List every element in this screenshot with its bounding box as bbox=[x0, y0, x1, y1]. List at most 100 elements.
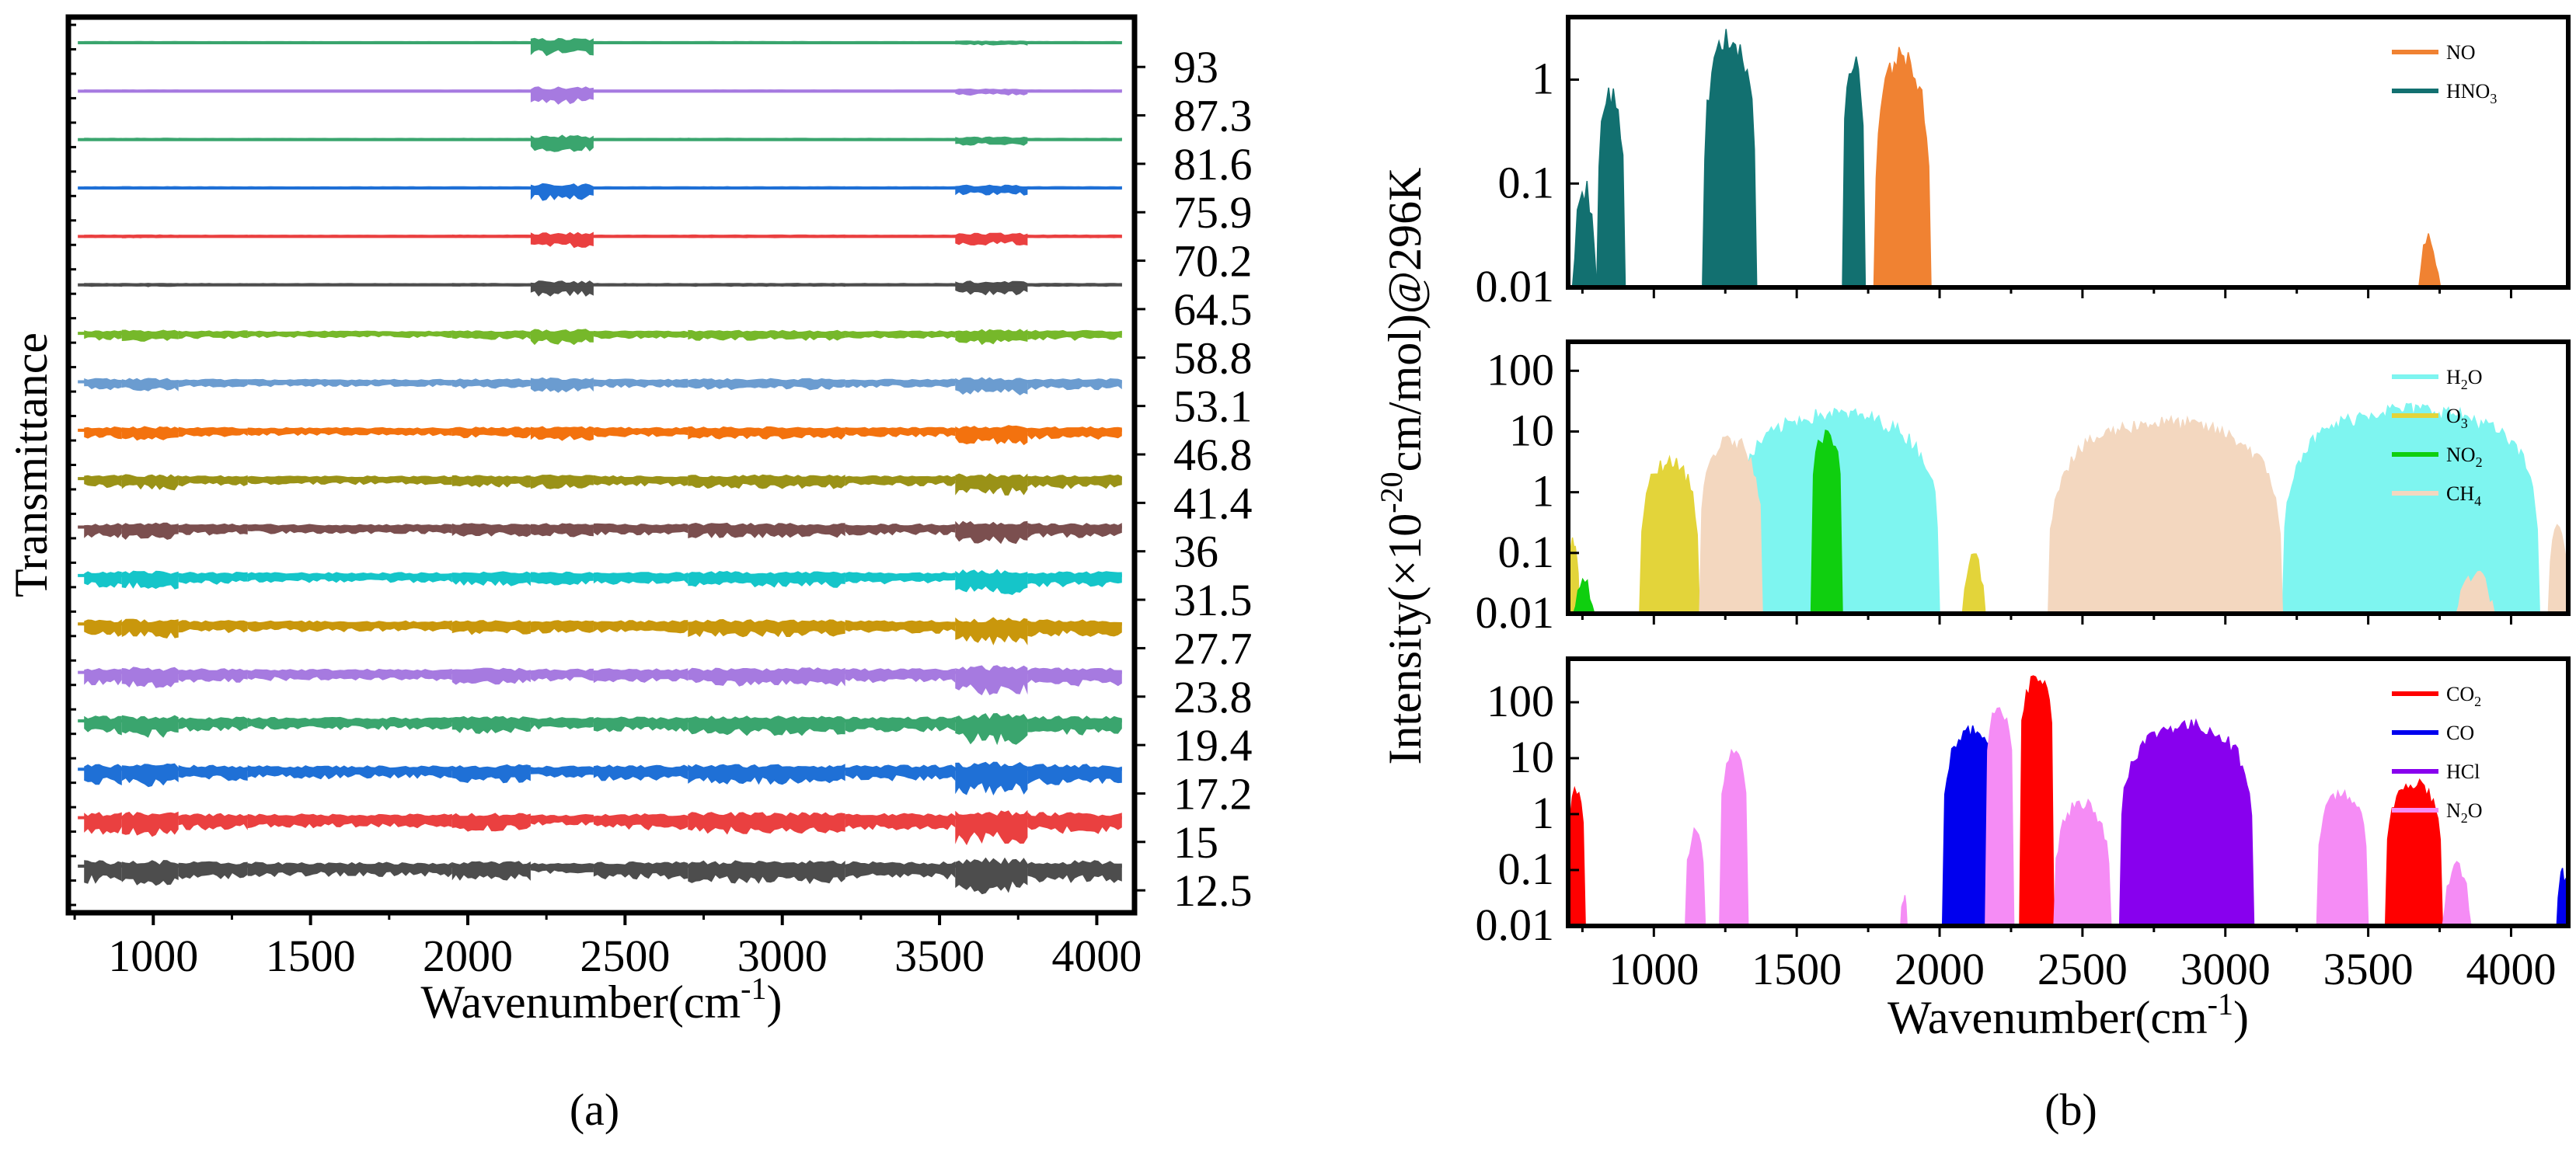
x-tick-label: 4000 bbox=[2466, 944, 2556, 994]
x-tick-label: 4000 bbox=[1051, 931, 1142, 981]
y-tick-label: 100 bbox=[1487, 676, 1554, 726]
series-label: 70.2 bbox=[1173, 236, 1253, 287]
x-tick-label: 3500 bbox=[894, 931, 985, 981]
band bbox=[2453, 570, 2498, 614]
legend-label: CH4 bbox=[2446, 482, 2481, 509]
x-tick-label: 2500 bbox=[580, 931, 670, 981]
transmittance-trace-70.2 bbox=[78, 231, 1122, 249]
x-tick-label: 3500 bbox=[2323, 944, 2414, 994]
transmittance-trace-19.4 bbox=[78, 713, 1122, 746]
intensity-subplot-1: 0.01 0.1 1 NO HNO3 bbox=[1476, 15, 2571, 311]
band bbox=[1899, 895, 1908, 927]
y-tick-label: 1 bbox=[1532, 54, 1554, 104]
series-label: 23.8 bbox=[1173, 672, 1253, 722]
transmittance-trace-17.2 bbox=[78, 761, 1122, 795]
series-label: 41.4 bbox=[1173, 478, 1253, 528]
x-tick-label: 1500 bbox=[1752, 944, 1842, 994]
transmittance-trace-12.5 bbox=[78, 857, 1122, 895]
series-label: 36 bbox=[1173, 527, 1218, 577]
legend-label: HCl bbox=[2446, 760, 2480, 783]
y-tick-label: 0.01 bbox=[1476, 587, 1555, 638]
band bbox=[1873, 47, 1932, 288]
series-label: 19.4 bbox=[1173, 720, 1253, 771]
y-axis-title: Transmittance bbox=[5, 332, 57, 597]
subplot-frame bbox=[1566, 15, 2571, 290]
transmittance-trace-15 bbox=[78, 809, 1122, 846]
panel-b-intensity-charts: 0.01 0.1 1 NO HNO3 0.01 0.1 1 10 100 H2O O3 NO2 CH4 0.… bbox=[1374, 15, 2571, 1043]
y-tick-label: 0.1 bbox=[1498, 844, 1555, 894]
band-series-ch4 bbox=[1699, 414, 2569, 614]
band bbox=[1719, 748, 1749, 927]
band bbox=[1842, 56, 1867, 288]
series-label: 75.9 bbox=[1173, 187, 1253, 238]
subplot-frame bbox=[1566, 656, 2571, 928]
legend-label: H2O bbox=[2446, 366, 2483, 392]
transmittance-trace-87.3 bbox=[78, 86, 1122, 105]
series-label: 58.8 bbox=[1173, 332, 1253, 383]
x-tick-label: 2500 bbox=[2037, 944, 2128, 994]
transmittance-trace-53.1 bbox=[78, 377, 1122, 395]
band bbox=[1985, 707, 2015, 927]
series-label: 15 bbox=[1173, 817, 1218, 868]
series-label: 53.1 bbox=[1173, 381, 1253, 432]
band bbox=[1639, 454, 1700, 614]
legend-label: N2O bbox=[2446, 799, 2483, 826]
band bbox=[2019, 675, 2055, 927]
band bbox=[2053, 798, 2112, 927]
transmittance-trace-41.4 bbox=[78, 473, 1122, 496]
y-tick-label: 10 bbox=[1509, 732, 1554, 782]
x-tick-label: 2000 bbox=[1895, 944, 1985, 994]
x-tick-label: 1500 bbox=[266, 931, 356, 981]
band-series-no2 bbox=[1570, 429, 1843, 614]
band bbox=[2414, 233, 2445, 288]
legend-label: HNO3 bbox=[2446, 80, 2497, 106]
band bbox=[2384, 778, 2443, 927]
y-tick-label: 0.01 bbox=[1476, 900, 1555, 950]
y-tick-label: 1 bbox=[1532, 466, 1554, 517]
series-label: 31.5 bbox=[1173, 575, 1253, 625]
transmittance-trace-46.8 bbox=[78, 425, 1122, 446]
legend-label: NO bbox=[2446, 41, 2476, 64]
y-tick-label: 1 bbox=[1532, 788, 1554, 838]
series-label: 27.7 bbox=[1173, 623, 1253, 673]
transmittance-trace-81.6 bbox=[78, 134, 1122, 152]
transmittance-trace-27.7 bbox=[78, 617, 1122, 646]
band-series-n2o bbox=[1685, 707, 2472, 927]
transmittance-trace-36 bbox=[78, 520, 1122, 545]
intensity-subplot-3: 0.01 0.1 1 10 100 CO2 CO HCl N2O bbox=[1476, 656, 2571, 950]
transmittance-trace-64.5 bbox=[78, 280, 1122, 297]
x-axis-title: Wavenumber(cm-1) bbox=[1888, 987, 2249, 1043]
band bbox=[1567, 785, 1586, 927]
series-label: 17.2 bbox=[1173, 768, 1253, 819]
x-tick-label: 1000 bbox=[108, 931, 198, 981]
series-label: 46.8 bbox=[1173, 430, 1253, 480]
x-tick-label: 3000 bbox=[737, 931, 828, 981]
series-label: 12.5 bbox=[1173, 865, 1253, 916]
band-series-co2 bbox=[1567, 675, 2443, 927]
transmittance-trace-75.9 bbox=[78, 183, 1122, 201]
y-tick-label: 100 bbox=[1487, 344, 1554, 395]
band-series-hcl bbox=[2118, 718, 2255, 927]
band bbox=[1810, 429, 1843, 614]
band bbox=[1596, 87, 1626, 288]
series-label: 81.6 bbox=[1173, 139, 1253, 190]
x-tick-label: 2000 bbox=[423, 931, 513, 981]
legend-label: O3 bbox=[2446, 405, 2468, 431]
transmittance-trace-23.8 bbox=[78, 665, 1122, 696]
series-label: 87.3 bbox=[1173, 91, 1253, 141]
band bbox=[1699, 435, 1763, 614]
x-axis-title: Wavenumber(cm-1) bbox=[421, 971, 783, 1028]
transmittance-trace-58.8 bbox=[78, 329, 1122, 346]
panel-b-caption: (b) bbox=[2044, 1084, 2097, 1135]
y-tick-label: 0.01 bbox=[1476, 261, 1555, 311]
y-tick-label: 0.1 bbox=[1498, 527, 1555, 577]
band bbox=[2048, 414, 2284, 614]
panel-a-transmittance-chart: 9387.381.675.970.264.558.853.146.841.436… bbox=[5, 14, 1253, 1028]
panel-a-caption: (a) bbox=[570, 1084, 619, 1135]
legend-label: NO2 bbox=[2446, 444, 2483, 470]
legend-label: CO2 bbox=[2446, 683, 2481, 709]
transmittance-trace-93 bbox=[78, 37, 1122, 57]
y-axis-title: Intensity(×10-20cm/mol)@296K bbox=[1374, 168, 1431, 765]
series-label: 93 bbox=[1173, 42, 1218, 92]
band bbox=[2442, 861, 2472, 927]
